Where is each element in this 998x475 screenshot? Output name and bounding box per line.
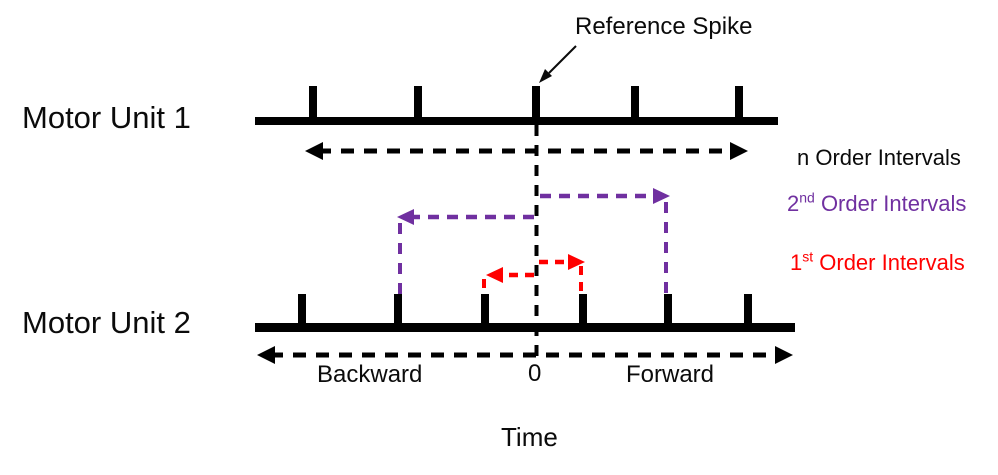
time-axis-arrowhead-left (257, 346, 275, 364)
spike (481, 294, 489, 327)
first-order-sup: st (802, 248, 814, 265)
n-order-arrow (305, 142, 748, 160)
spike (532, 86, 540, 121)
second-order-arrows (397, 188, 670, 296)
first-order-arrows (482, 254, 585, 294)
reference-spike-pointer-arrowhead (539, 69, 552, 83)
motor-unit-2-label: Motor Unit 2 (22, 305, 191, 340)
first-order-forward-arrowhead (568, 254, 585, 270)
second-order-sup: nd (799, 189, 815, 206)
n-order-arrowhead-right (730, 142, 748, 160)
second-order-num: 2 (787, 191, 800, 216)
second-order-rest: Order Intervals (814, 191, 967, 216)
n-order-intervals-label: n Order Intervals (797, 145, 961, 170)
forward-label: Forward (626, 361, 715, 388)
spike (579, 294, 587, 327)
second-order-intervals-label: 2nd Order Intervals (787, 189, 967, 216)
time-axis-arrowhead-right (775, 346, 793, 364)
motor-unit-1-label: Motor Unit 1 (22, 100, 191, 135)
spike (414, 86, 422, 121)
backward-label: Backward (317, 361, 423, 388)
spike (631, 86, 639, 121)
first-order-backward-arrowhead (486, 267, 503, 283)
spike (309, 86, 317, 121)
reference-spike-label: Reference Spike (575, 13, 753, 40)
time-axis-arrow (257, 346, 793, 364)
spike (298, 294, 306, 327)
spike (735, 86, 743, 121)
second-order-forward-arrowhead (653, 188, 670, 204)
motor-unit-1-baseline (255, 117, 778, 125)
motor-unit-2-train (255, 294, 795, 332)
second-order-backward-arrowhead (397, 209, 414, 225)
reference-spike-pointer (539, 45, 577, 83)
spike (744, 294, 752, 327)
n-order-arrowhead-left (305, 142, 323, 160)
spike (664, 294, 672, 327)
motor-unit-1-train (255, 86, 778, 125)
first-order-rest: Order Intervals (813, 250, 965, 275)
first-order-num: 1 (790, 250, 803, 275)
motor-unit-2-baseline (255, 323, 795, 332)
time-axis-label: Time (501, 422, 558, 452)
first-order-intervals-label: 1st Order Intervals (790, 248, 965, 275)
zero-label: 0 (528, 360, 542, 387)
spike (394, 294, 402, 327)
